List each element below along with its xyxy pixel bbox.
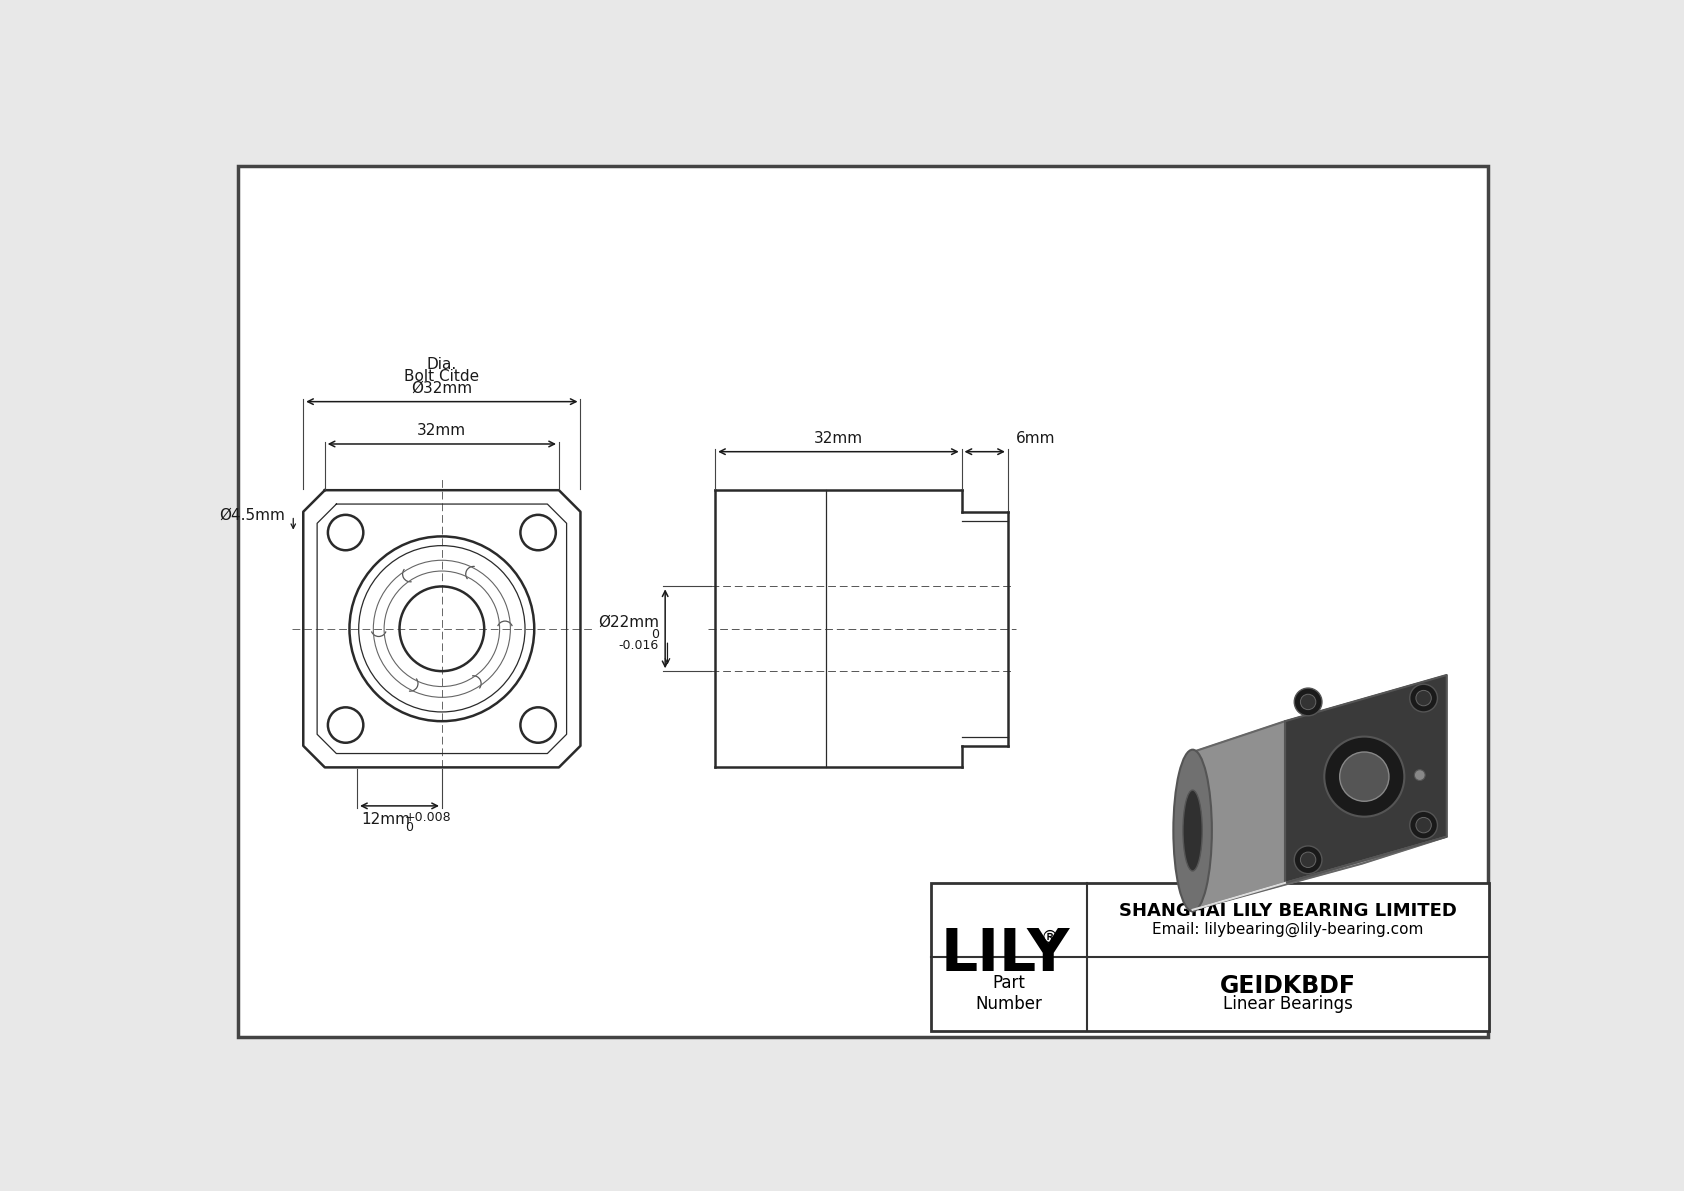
- Polygon shape: [1192, 837, 1447, 910]
- Text: 32mm: 32mm: [418, 423, 466, 438]
- Text: Ø4.5mm: Ø4.5mm: [219, 509, 286, 523]
- Circle shape: [1340, 752, 1389, 802]
- Circle shape: [1410, 685, 1438, 712]
- Text: 6mm: 6mm: [1015, 430, 1054, 445]
- Polygon shape: [1285, 675, 1447, 883]
- Ellipse shape: [1182, 790, 1202, 871]
- Text: GEIDKBDF: GEIDKBDF: [1221, 974, 1356, 998]
- Circle shape: [1295, 688, 1322, 716]
- Text: 0: 0: [652, 629, 658, 642]
- Circle shape: [1416, 817, 1431, 833]
- Text: SHANGHAI LILY BEARING LIMITED: SHANGHAI LILY BEARING LIMITED: [1120, 902, 1457, 919]
- Circle shape: [1324, 736, 1404, 817]
- Text: Dia.: Dia.: [426, 357, 456, 373]
- Circle shape: [1416, 691, 1431, 706]
- Bar: [931, 883, 1489, 1030]
- Text: LILY: LILY: [940, 925, 1069, 983]
- Text: Bolt Citde: Bolt Citde: [404, 369, 480, 384]
- Text: ®: ®: [1041, 929, 1058, 947]
- Polygon shape: [1192, 722, 1285, 910]
- Text: Email: lilybearing@lily-bearing.com: Email: lilybearing@lily-bearing.com: [1152, 922, 1423, 936]
- Circle shape: [1300, 852, 1315, 867]
- Circle shape: [1295, 846, 1322, 874]
- Text: Linear Bearings: Linear Bearings: [1223, 994, 1352, 1012]
- Text: Ø22mm: Ø22mm: [598, 615, 658, 630]
- Text: Part
Number: Part Number: [975, 974, 1042, 1014]
- Text: +0.008: +0.008: [404, 811, 451, 823]
- Circle shape: [1415, 769, 1425, 780]
- Circle shape: [1410, 811, 1438, 838]
- Circle shape: [1300, 694, 1315, 710]
- Ellipse shape: [1174, 749, 1212, 911]
- Text: 12mm: 12mm: [360, 812, 409, 827]
- Text: Ø32mm: Ø32mm: [411, 380, 473, 395]
- Text: -0.016: -0.016: [618, 640, 658, 653]
- Text: 0: 0: [404, 821, 413, 834]
- Text: 32mm: 32mm: [813, 430, 862, 445]
